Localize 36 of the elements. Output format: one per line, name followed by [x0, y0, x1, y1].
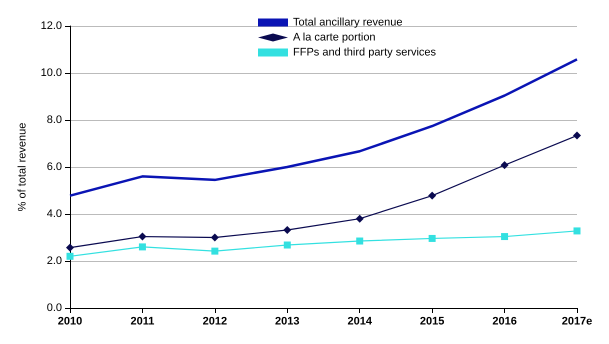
y-tick-label: 4.0 — [46, 208, 62, 220]
y-tick-label: 0.0 — [46, 302, 62, 314]
point — [574, 227, 580, 234]
point — [356, 214, 364, 223]
point — [501, 233, 508, 240]
point — [500, 161, 509, 170]
point — [66, 244, 74, 252]
x-tick-label: 2010 — [58, 316, 82, 328]
point — [283, 226, 292, 234]
x-tick-label: 2014 — [347, 316, 373, 328]
y-tick-label: 2.0 — [46, 255, 62, 267]
x-tick-label: 2016 — [492, 316, 517, 328]
y-axis-title: % of total revenue — [16, 122, 28, 212]
line-series — [68, 58, 578, 197]
point — [66, 252, 74, 260]
point — [138, 243, 146, 250]
x-tick-label: 2012 — [202, 316, 228, 328]
x-tick-label: 2017e — [562, 316, 592, 328]
y-tick-label: 8.0 — [46, 114, 62, 126]
point — [211, 248, 218, 255]
legend-label: A la carte portion — [293, 32, 376, 44]
point — [284, 242, 291, 249]
y-tick-label: 12.0 — [40, 20, 62, 32]
y-tick-label: 6.0 — [46, 161, 62, 173]
point — [428, 234, 436, 242]
legend-label: FFPs and third party services — [293, 46, 437, 58]
point — [138, 232, 146, 241]
x-tick-label: 2015 — [420, 316, 444, 328]
x-tick-label: 2013 — [275, 316, 300, 328]
point — [210, 234, 219, 242]
legend-label: Total ancillary revenue — [293, 16, 402, 28]
y-tick-label: 10.0 — [40, 67, 62, 79]
x-tick-label: 2011 — [130, 316, 154, 328]
point — [428, 192, 436, 200]
point — [356, 238, 364, 245]
point — [573, 132, 581, 140]
